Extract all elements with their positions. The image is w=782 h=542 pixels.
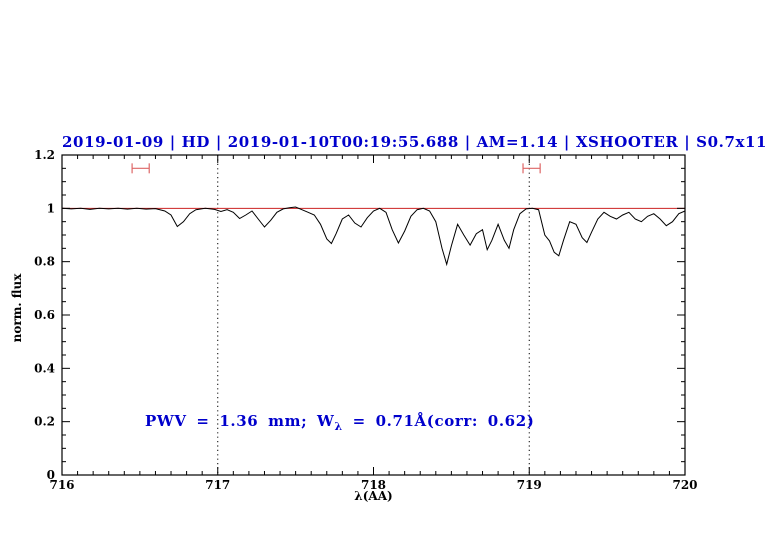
y-tick-label: 1.2: [34, 148, 55, 162]
x-axis-label: λ(AA): [354, 489, 393, 503]
x-tick-label: 717: [205, 478, 230, 492]
range-marker: [131, 163, 150, 174]
x-tick-label: 718: [361, 478, 386, 492]
y-tick-label: 0: [47, 468, 55, 482]
pwv-annotation-text: PWV = 1.36 mm; W: [145, 412, 335, 430]
pwv-annotation-subscript: λ: [334, 420, 343, 433]
plot-title: 2019-01-09 | HD | 2019-01-10T00:19:55.68…: [62, 133, 768, 151]
pwv-annotation-text-tail: = 0.71Å(corr: 0.62): [342, 412, 535, 430]
pwv-annotation: PWV = 1.36 mm; Wλ = 0.71Å(corr: 0.62): [145, 412, 534, 433]
y-tick-label: 0.6: [34, 308, 55, 322]
x-tick-label: 719: [517, 478, 542, 492]
y-tick-label: 0.2: [34, 415, 55, 429]
range-marker: [522, 163, 541, 174]
x-tick-label: 716: [49, 478, 74, 492]
y-tick-label: 1: [47, 201, 55, 215]
x-tick-label: 720: [672, 478, 697, 492]
y-tick-label: 0.4: [34, 361, 55, 375]
y-tick-label: 0.8: [34, 255, 55, 269]
spectrum-line: [61, 206, 686, 267]
